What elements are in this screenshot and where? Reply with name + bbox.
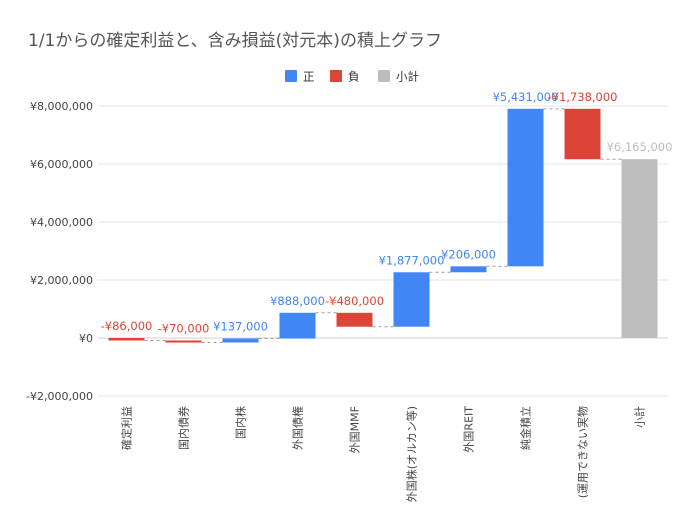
legend-swatch: [285, 70, 297, 82]
bar-positive: [279, 312, 316, 339]
x-tick-label: 外国債権: [291, 406, 305, 450]
legend-label: 負: [348, 70, 360, 84]
y-tick-label: ¥8,000,000: [30, 100, 93, 113]
data-label: ¥206,000: [441, 247, 496, 261]
y-tick-label: ¥4,000,000: [30, 216, 93, 229]
x-tick-label: 純金積立: [519, 406, 533, 450]
bar-negative: [336, 312, 373, 327]
bar-positive: [507, 108, 544, 267]
x-tick-label: 国内株: [234, 406, 248, 439]
data-label: -¥1,738,000: [548, 90, 618, 104]
legend-label: 正: [303, 70, 315, 84]
legend-swatch: [330, 70, 342, 82]
x-tick-label: 小計: [633, 406, 647, 428]
data-label: ¥137,000: [213, 320, 268, 334]
bar-negative: [564, 108, 601, 160]
y-tick-label: -¥2,000,000: [26, 390, 93, 403]
data-label: ¥1,877,000: [379, 253, 445, 267]
data-label: ¥5,431,000: [493, 90, 559, 104]
y-tick-label: ¥0: [79, 332, 93, 345]
bar-negative: [165, 340, 202, 343]
x-tick-label: 外国株(オルカン等): [405, 406, 419, 502]
bar-positive: [450, 266, 487, 273]
legend-label: 小計: [396, 70, 419, 84]
bar-negative: [108, 338, 145, 341]
x-tick-label: 国内債券: [177, 406, 191, 450]
x-tick-label: 外国MMF: [349, 406, 362, 453]
y-tick-label: ¥2,000,000: [30, 274, 93, 287]
data-label: -¥70,000: [158, 321, 210, 335]
chart-title: 1/1からの確定利益と、含み損益(対元本)の積上グラフ: [28, 31, 442, 51]
legend-swatch: [378, 70, 390, 82]
bar-positive: [222, 338, 259, 343]
bar-positive: [393, 272, 430, 327]
data-label: -¥480,000: [325, 294, 384, 308]
data-label: -¥86,000: [101, 319, 153, 333]
x-tick-label: 確定利益: [120, 406, 134, 450]
x-tick-label: (運用できない実物: [576, 406, 590, 498]
x-tick-label: 外国REIT: [463, 406, 476, 453]
y-tick-label: ¥6,000,000: [30, 158, 93, 171]
bar-subtotal: [621, 159, 658, 338]
data-label: ¥888,000: [270, 294, 325, 308]
data-label: ¥6,165,000: [607, 140, 673, 154]
